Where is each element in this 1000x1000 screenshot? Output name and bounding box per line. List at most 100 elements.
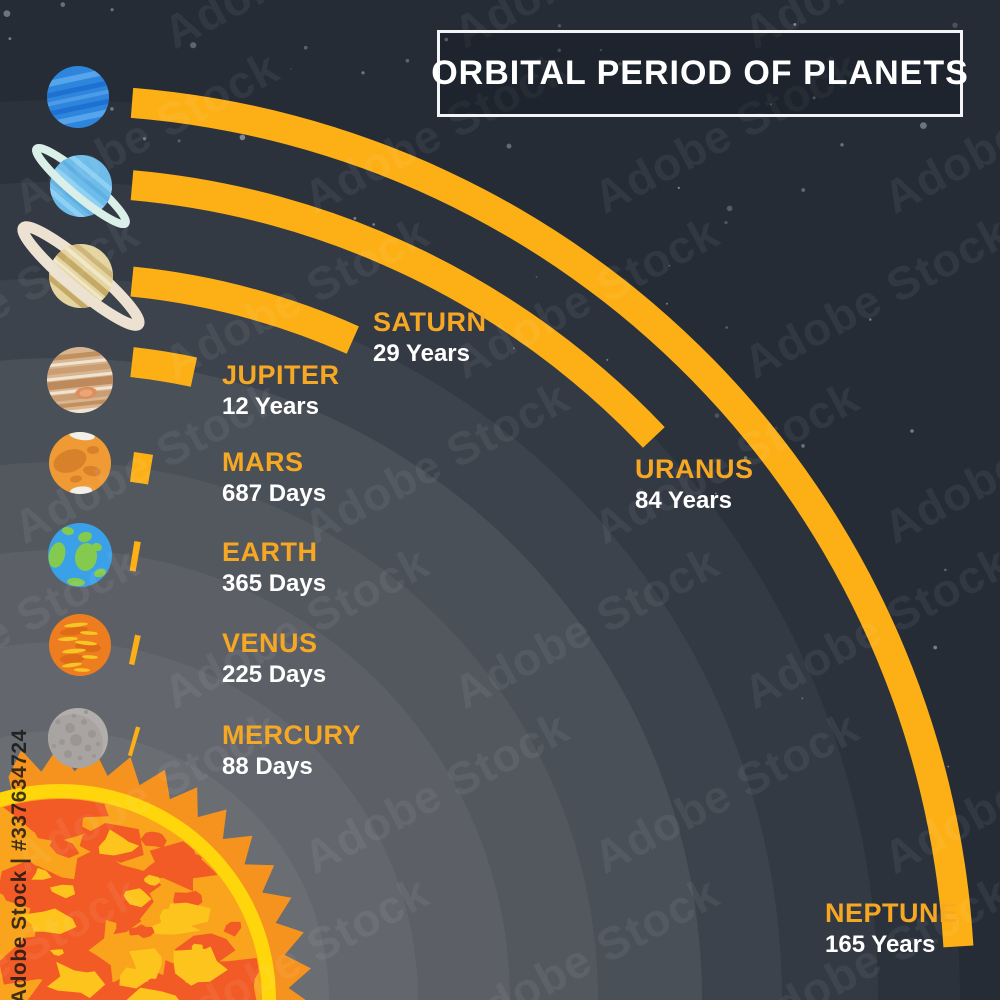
star-dot xyxy=(544,60,547,63)
watermark-tile: Adobe Stock xyxy=(0,535,148,719)
planet-name: JUPITER xyxy=(222,360,340,390)
star-dot xyxy=(668,265,671,267)
planet-name: EARTH xyxy=(222,537,318,567)
planet-icon-venus xyxy=(49,614,111,676)
planet-period: 29 Years xyxy=(373,340,470,368)
planet-period: 88 Days xyxy=(222,753,313,781)
watermark-tile: Adobe Stock xyxy=(584,700,868,884)
watermark-tile: Adobe Stock xyxy=(444,205,728,389)
orbit-arc-earth xyxy=(129,540,141,572)
star-dot xyxy=(846,907,851,912)
orbit-arc-saturn xyxy=(130,266,359,354)
star-dot xyxy=(947,765,950,768)
watermark-tile: Adobe Stock xyxy=(0,0,148,59)
star-dot xyxy=(726,205,733,212)
star-dot xyxy=(353,217,357,220)
star-dot xyxy=(535,276,538,278)
planet-name: MERCURY xyxy=(222,720,362,750)
star-dot xyxy=(725,326,728,329)
sun xyxy=(0,747,312,1000)
planet-name: SATURN xyxy=(373,307,487,337)
watermark-tile: Adobe Stock xyxy=(874,700,1000,884)
watermark-tile: Adobe Stock xyxy=(0,205,148,389)
label-mars: MARS 687 Days xyxy=(222,448,326,507)
watermark-tile: Adobe Stock xyxy=(444,535,728,719)
star-dot xyxy=(840,143,844,147)
star-dot xyxy=(714,413,720,418)
orbit-arc-mercury xyxy=(127,726,141,757)
star-dot xyxy=(724,221,728,225)
star-dot xyxy=(239,134,246,141)
planet-icon-neptune xyxy=(41,66,115,129)
watermark-tile: Adobe Stock xyxy=(874,370,1000,554)
planet-icon-earth xyxy=(48,523,112,587)
star-dot xyxy=(666,302,668,305)
star-dot xyxy=(812,96,816,100)
label-earth: EARTH 365 Days xyxy=(222,538,326,597)
star-dot xyxy=(557,24,562,28)
star-dot xyxy=(801,188,806,192)
planet-period: 165 Years xyxy=(825,931,936,959)
watermark-tile: Adobe Stock xyxy=(734,205,1000,389)
planet-period: 84 Years xyxy=(635,487,732,515)
label-neptune: NEPTUNE 165 Years xyxy=(825,899,958,958)
star-dot xyxy=(190,42,197,49)
planet-name: MARS xyxy=(222,447,304,477)
watermark-tile: Adobe Stock xyxy=(444,865,728,1000)
star-dot xyxy=(910,429,914,433)
star-dot xyxy=(60,2,66,7)
star-dot xyxy=(933,645,938,650)
star-dot xyxy=(405,58,410,63)
planet-name: NEPTUNE xyxy=(825,898,958,928)
star-dot xyxy=(618,62,622,66)
watermark-tile: Adobe Stock xyxy=(154,0,437,59)
watermark-tile: Adobe Stock xyxy=(154,865,438,1000)
orbit-arc-mars xyxy=(129,451,154,485)
label-uranus: URANUS 84 Years xyxy=(635,455,754,514)
star-dot xyxy=(142,137,147,141)
star-dot xyxy=(110,8,114,12)
star-dot xyxy=(110,107,114,111)
star-dot xyxy=(361,71,365,75)
star-dot xyxy=(944,568,947,572)
star-dot xyxy=(920,122,927,129)
star-dot xyxy=(714,492,717,495)
star-dot xyxy=(3,10,11,17)
sun-texture xyxy=(0,799,261,1000)
page-title: ORBITAL PERIOD OF PLANETS xyxy=(431,54,969,92)
planet-period: 365 Days xyxy=(222,570,327,598)
star-dot xyxy=(290,68,292,70)
label-mercury: MERCURY 88 Days xyxy=(222,721,361,780)
orbit-arc-venus xyxy=(128,634,141,666)
planet-icon-jupiter xyxy=(43,347,117,417)
planet-icon-mercury xyxy=(48,708,108,768)
planet-icon-mars xyxy=(49,432,111,494)
star-dot xyxy=(557,48,561,53)
watermark-tile: Adobe Stock xyxy=(4,40,288,224)
star-dot xyxy=(793,23,797,26)
star-dot xyxy=(513,347,515,350)
star-dot xyxy=(801,697,804,700)
star-dot xyxy=(743,456,748,460)
star-dot xyxy=(869,318,872,321)
star-dot xyxy=(599,48,603,52)
star-dot xyxy=(952,22,958,28)
planet-icon-saturn xyxy=(17,221,145,331)
star-dot xyxy=(931,919,934,923)
planet-name: URANUS xyxy=(635,454,754,484)
stock-credit-watermark: Adobe Stock | #337634724 xyxy=(8,729,31,1000)
label-venus: VENUS 225 Days xyxy=(222,629,326,688)
star-dot xyxy=(372,223,376,226)
star-dot xyxy=(801,444,805,448)
orbit-arc-jupiter xyxy=(130,347,198,387)
star-dot xyxy=(303,45,308,50)
star-dot xyxy=(606,358,609,361)
star-dot xyxy=(177,139,181,143)
planet-period: 687 Days xyxy=(222,480,327,508)
planet-period: 225 Days xyxy=(222,661,327,689)
label-saturn: SATURN 29 Years xyxy=(373,308,487,367)
orbit-arc-uranus xyxy=(130,170,665,448)
watermark-tile: Adobe Stock xyxy=(734,535,1000,719)
